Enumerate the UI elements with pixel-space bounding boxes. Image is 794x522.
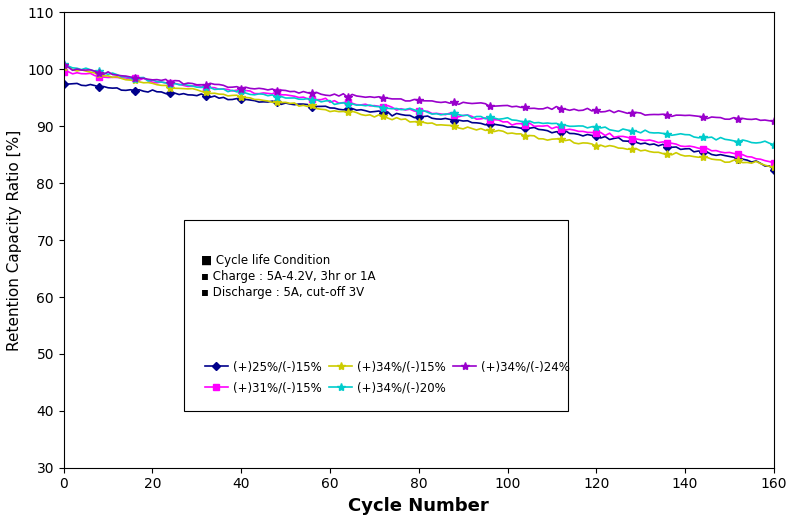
(+)25%/(-)15%	[59, 80, 68, 87]
(+)25%/(-)15%	[326, 105, 335, 111]
Y-axis label: Retention Capacity Ratio [%]: Retention Capacity Ratio [%]	[7, 129, 22, 351]
(+)34%/(-)20%	[59, 61, 68, 67]
(+)34%/(-)15%	[64, 63, 73, 69]
(+)34%/(-)15%	[738, 160, 747, 166]
(+)34%/(-)20%	[649, 130, 659, 136]
Line: (+)34%/(-)15%: (+)34%/(-)15%	[60, 62, 778, 172]
(+)34%/(-)20%	[769, 141, 779, 148]
(+)31%/(-)15%	[738, 151, 747, 158]
(+)25%/(-)15%	[299, 101, 308, 107]
(+)31%/(-)15%	[769, 160, 779, 166]
(+)25%/(-)15%	[72, 80, 82, 87]
(+)34%/(-)24%	[769, 118, 779, 124]
(+)34%/(-)24%	[684, 112, 694, 118]
(+)34%/(-)20%	[294, 96, 303, 102]
(+)34%/(-)24%	[321, 92, 330, 98]
(+)34%/(-)24%	[59, 62, 68, 68]
(+)25%/(-)15%	[259, 99, 268, 105]
Line: (+)31%/(-)15%: (+)31%/(-)15%	[61, 69, 777, 165]
(+)31%/(-)15%	[259, 90, 268, 96]
(+)31%/(-)15%	[689, 144, 699, 150]
(+)31%/(-)15%	[326, 99, 335, 105]
(+)34%/(-)24%	[649, 111, 659, 117]
(+)34%/(-)20%	[254, 91, 264, 97]
Legend: (+)25%/(-)15%, (+)31%/(-)15%, (+)34%/(-)15%, (+)34%/(-)20%, (+)34%/(-)24%: (+)25%/(-)15%, (+)31%/(-)15%, (+)34%/(-)…	[201, 357, 573, 398]
(+)34%/(-)15%	[59, 63, 68, 69]
(+)34%/(-)24%	[734, 116, 743, 122]
(+)34%/(-)20%	[684, 132, 694, 138]
(+)34%/(-)15%	[259, 97, 268, 103]
(+)34%/(-)24%	[254, 85, 264, 91]
(+)25%/(-)15%	[738, 156, 747, 162]
(+)34%/(-)15%	[689, 153, 699, 160]
(+)31%/(-)15%	[64, 68, 73, 75]
(+)25%/(-)15%	[653, 143, 663, 149]
(+)34%/(-)20%	[734, 139, 743, 145]
(+)34%/(-)15%	[653, 149, 663, 156]
(+)31%/(-)15%	[59, 69, 68, 75]
Line: (+)34%/(-)24%: (+)34%/(-)24%	[60, 61, 778, 125]
(+)34%/(-)20%	[321, 98, 330, 104]
(+)25%/(-)15%	[689, 149, 699, 155]
(+)34%/(-)15%	[769, 164, 779, 171]
(+)31%/(-)15%	[299, 94, 308, 100]
(+)34%/(-)15%	[326, 109, 335, 115]
X-axis label: Cycle Number: Cycle Number	[349, 497, 489, 515]
(+)34%/(-)24%	[294, 90, 303, 96]
(+)31%/(-)15%	[653, 139, 663, 146]
(+)34%/(-)15%	[299, 102, 308, 109]
Line: (+)25%/(-)15%: (+)25%/(-)15%	[61, 80, 777, 173]
FancyBboxPatch shape	[184, 220, 568, 411]
(+)25%/(-)15%	[769, 167, 779, 173]
Line: (+)34%/(-)20%: (+)34%/(-)20%	[60, 60, 778, 149]
